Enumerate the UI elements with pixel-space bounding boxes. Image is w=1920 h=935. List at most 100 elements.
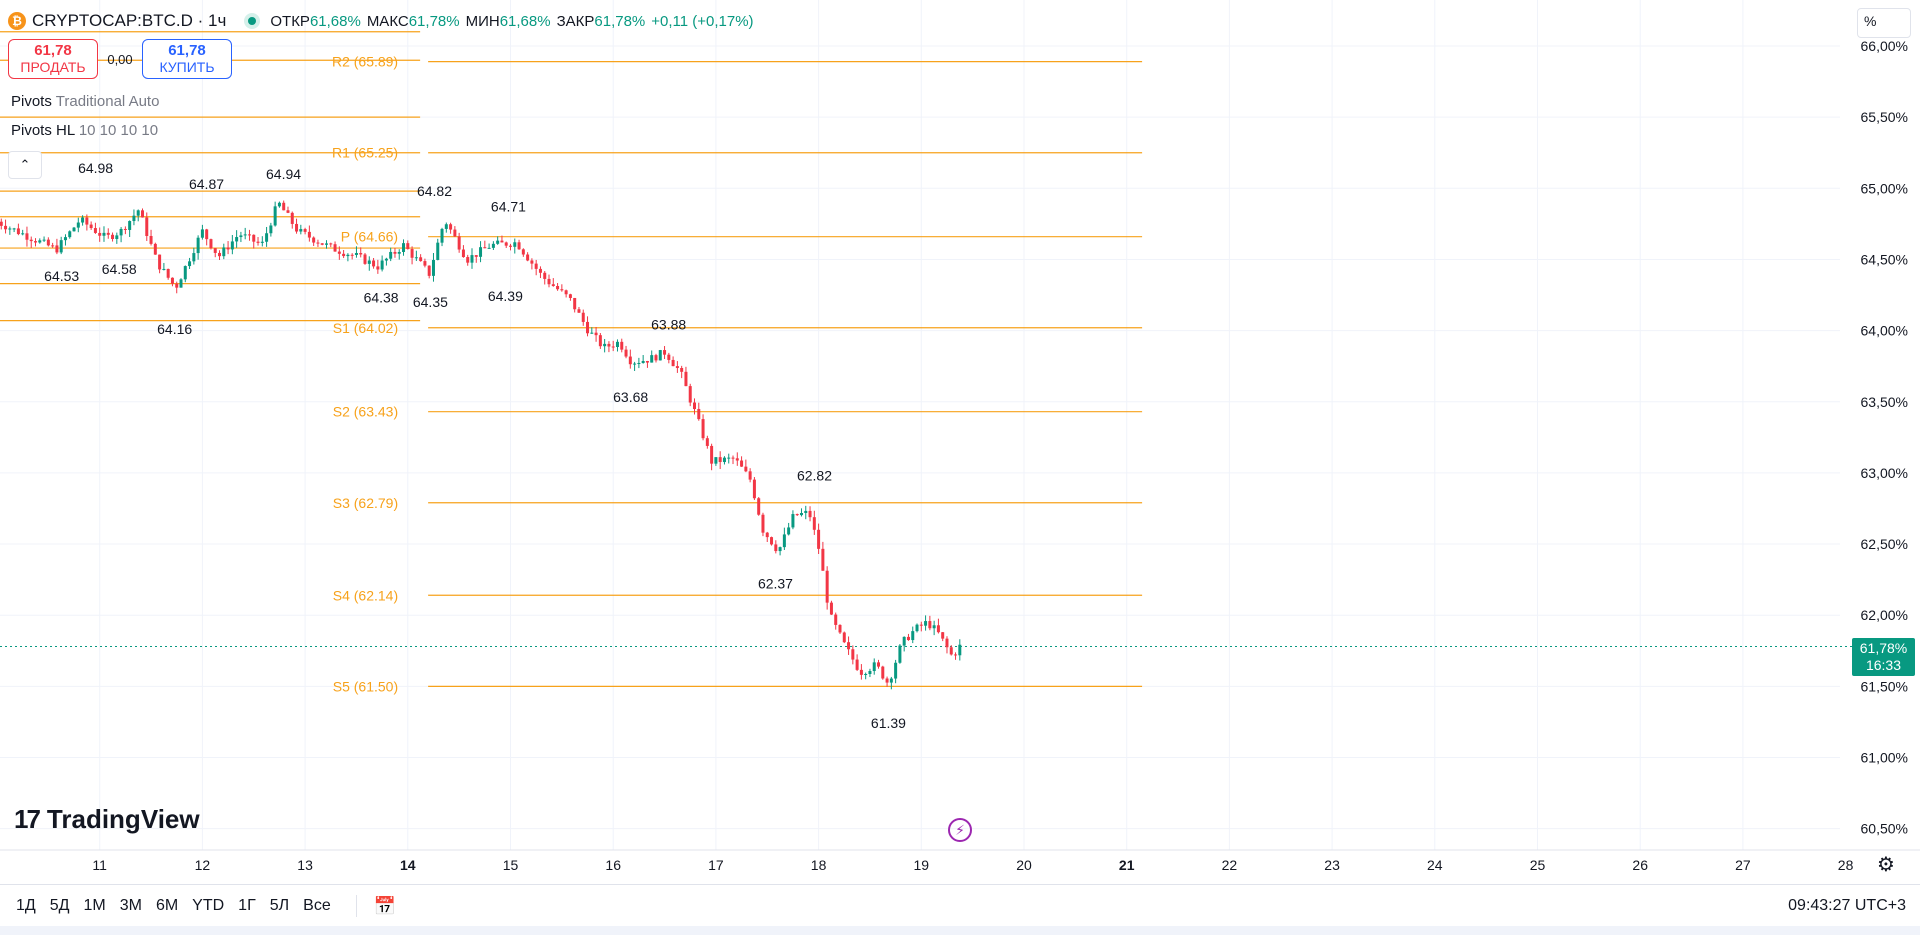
candle-body <box>697 409 701 420</box>
candle <box>98 227 102 242</box>
candle-body <box>431 259 435 276</box>
candle-body <box>269 225 273 234</box>
candle-body <box>778 547 782 552</box>
candle <box>864 672 868 680</box>
candle <box>496 236 500 245</box>
range-all-button[interactable]: Все <box>303 897 331 914</box>
range-3m-button[interactable]: 3М <box>119 897 142 914</box>
candle <box>919 621 923 632</box>
candle-body <box>235 237 239 242</box>
x-tick-label: 22 <box>1222 857 1238 873</box>
x-tick-label: 21 <box>1119 857 1135 873</box>
range-5d-button[interactable]: 5Д <box>49 897 70 914</box>
candle <box>346 253 350 262</box>
candle-body <box>457 236 461 250</box>
tradingview-logo[interactable]: 17 TradingView <box>14 804 200 835</box>
candle <box>470 248 474 269</box>
candle-body <box>419 257 423 262</box>
scale-mode-button[interactable]: % <box>1857 8 1911 38</box>
candle-body <box>633 363 637 365</box>
candle <box>607 341 611 353</box>
candle <box>307 225 311 242</box>
candle-body <box>496 240 500 244</box>
candle-body <box>615 341 619 348</box>
collapse-legend-button[interactable]: ⌃ <box>8 151 42 179</box>
candle-body <box>453 229 457 237</box>
candle <box>667 352 671 364</box>
candle-body <box>710 445 714 464</box>
candle <box>316 239 320 247</box>
range-1d-button[interactable]: 1Д <box>16 897 36 914</box>
candle-body <box>162 268 166 270</box>
price-chart[interactable]: R2 (65.89) R1 (65.25) P (64.66) S1 (64.02) S… <box>0 0 1920 880</box>
range-ytd-button[interactable]: YTD <box>192 897 225 914</box>
candle <box>260 236 264 247</box>
candle <box>312 236 316 247</box>
candle <box>881 665 885 680</box>
range-5y-button[interactable]: 5Л <box>269 897 290 914</box>
candle <box>658 349 662 361</box>
candle-body <box>551 284 555 286</box>
candle <box>213 247 217 258</box>
calendar-icon[interactable]: 📅 <box>373 895 397 916</box>
candle <box>799 508 803 517</box>
candle <box>402 239 406 256</box>
candle-body <box>872 662 876 672</box>
candle <box>838 624 842 635</box>
candle <box>192 247 196 265</box>
candle <box>740 456 744 467</box>
candle <box>179 278 183 288</box>
candle <box>889 676 893 690</box>
candle-body <box>671 359 675 367</box>
gear-icon[interactable]: ⚙ <box>1877 853 1895 876</box>
candle <box>239 231 243 243</box>
candle <box>76 217 80 233</box>
interval-label[interactable]: 1ч <box>208 11 227 30</box>
x-tick-label: 12 <box>195 857 211 873</box>
candle <box>645 360 649 368</box>
candle <box>924 615 928 631</box>
candle <box>363 252 367 265</box>
candle-body <box>680 368 684 372</box>
candle-body <box>402 243 406 252</box>
candle <box>123 226 127 235</box>
candle-body <box>25 233 29 240</box>
symbol-name[interactable]: CRYPTOCAP:BTC.D <box>32 11 193 30</box>
candle-body <box>517 242 521 250</box>
candle-body <box>624 349 628 357</box>
candle-body <box>273 206 277 226</box>
candle <box>342 249 346 259</box>
candle <box>954 652 958 660</box>
candle-body <box>645 360 649 363</box>
low-label: МИН <box>465 12 500 30</box>
candle <box>46 237 50 247</box>
candle <box>461 245 465 258</box>
indicator-name: Pivots HL <box>11 122 75 139</box>
range-6m-button[interactable]: 6М <box>155 897 179 914</box>
buy-button[interactable]: 61,78 КУПИТЬ <box>142 39 232 79</box>
pivot-label-r2: R2 (65.89) <box>332 54 398 70</box>
candle-body <box>530 260 534 264</box>
candle-body <box>260 241 264 243</box>
candle-body <box>770 537 774 545</box>
candle <box>936 618 940 634</box>
range-1y-button[interactable]: 1Г <box>238 897 256 914</box>
clock-timezone[interactable]: 09:43:27 UTC+3 <box>1788 897 1906 914</box>
candle <box>170 277 174 287</box>
candle <box>633 361 637 371</box>
candle <box>38 238 42 244</box>
range-1m-button[interactable]: 1М <box>83 897 106 914</box>
candle-body <box>427 265 431 276</box>
sell-button[interactable]: 61,78 ПРОДАТЬ <box>8 39 98 79</box>
candle-body <box>59 240 63 253</box>
pivot-hl-label: 64.16 <box>157 321 192 337</box>
indicator-pivots[interactable]: Pivots Traditional Auto <box>11 93 159 110</box>
flash-icon[interactable]: ⚡ <box>948 818 972 842</box>
candle <box>941 632 945 642</box>
indicator-pivots-hl[interactable]: Pivots HL 10 10 10 10 <box>11 122 158 139</box>
candle-body <box>487 247 491 249</box>
pivot-hl-label: 64.58 <box>102 261 137 277</box>
candle <box>102 226 106 242</box>
candle <box>825 566 829 610</box>
